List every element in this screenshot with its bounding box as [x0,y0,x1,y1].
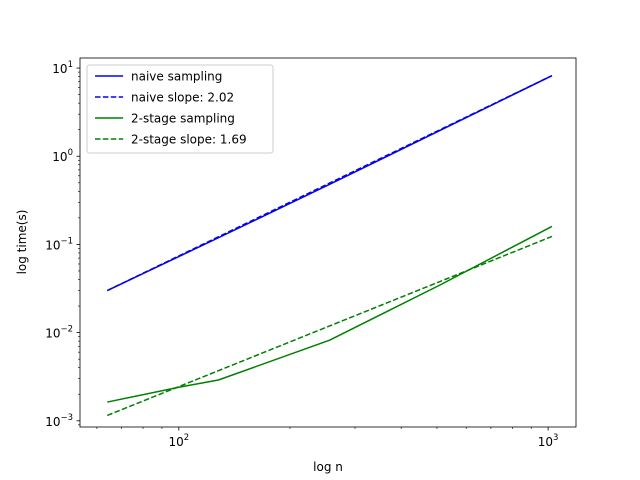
plot-frame [79,57,577,428]
legend-label: naive sampling [131,70,222,84]
series-line-4 [106,235,553,417]
legend: naive sampling naive slope: 2.02 2-stage s… [86,64,274,154]
x-axis: 102 103 [96,427,559,449]
legend-box [86,64,274,154]
x-tick-label: 103 [538,433,559,449]
legend-label: naive slope: 2.02 [131,91,234,105]
series-line-3 [107,225,553,403]
y-axis: 10−3 10−2 10−1 100 101 [45,60,80,429]
y-axis-label: log time(s) [15,210,29,275]
series-line-2 [106,74,553,292]
legend-label: 2-stage slope: 1.69 [131,133,247,147]
y-tick-label: 10−1 [45,236,73,252]
series-layer [106,74,553,417]
x-tick-label: 102 [168,433,189,449]
y-tick-label: 101 [52,60,73,76]
y-tick-label: 10−3 [45,413,73,429]
y-tick-label: 100 [52,148,73,164]
legend-label: 2-stage sampling [131,112,235,126]
y-tick-label: 10−2 [45,325,73,341]
x-axis-label: log n [313,460,343,474]
